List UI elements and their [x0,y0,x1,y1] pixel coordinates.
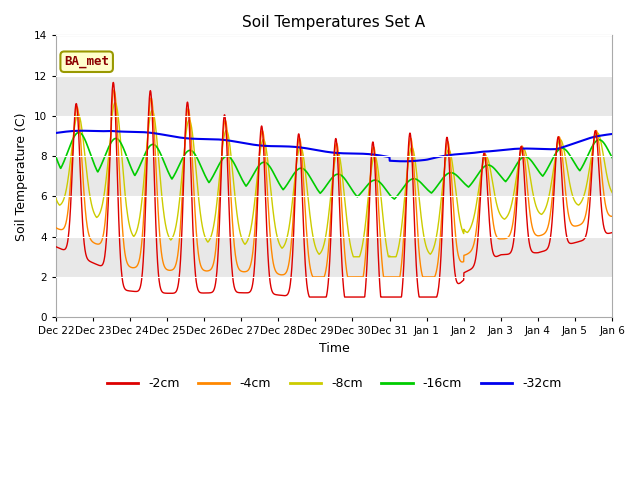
Text: BA_met: BA_met [64,55,109,68]
Y-axis label: Soil Temperature (C): Soil Temperature (C) [15,112,28,240]
Bar [56,75,612,116]
Title: Soil Temperatures Set A: Soil Temperatures Set A [243,15,426,30]
Bar [56,277,612,317]
X-axis label: Time: Time [319,342,349,355]
Bar [56,196,612,237]
Bar [56,36,612,75]
Bar [56,116,612,156]
Bar [56,237,612,277]
Bar [56,156,612,196]
Legend: -2cm, -4cm, -8cm, -16cm, -32cm: -2cm, -4cm, -8cm, -16cm, -32cm [102,372,566,396]
